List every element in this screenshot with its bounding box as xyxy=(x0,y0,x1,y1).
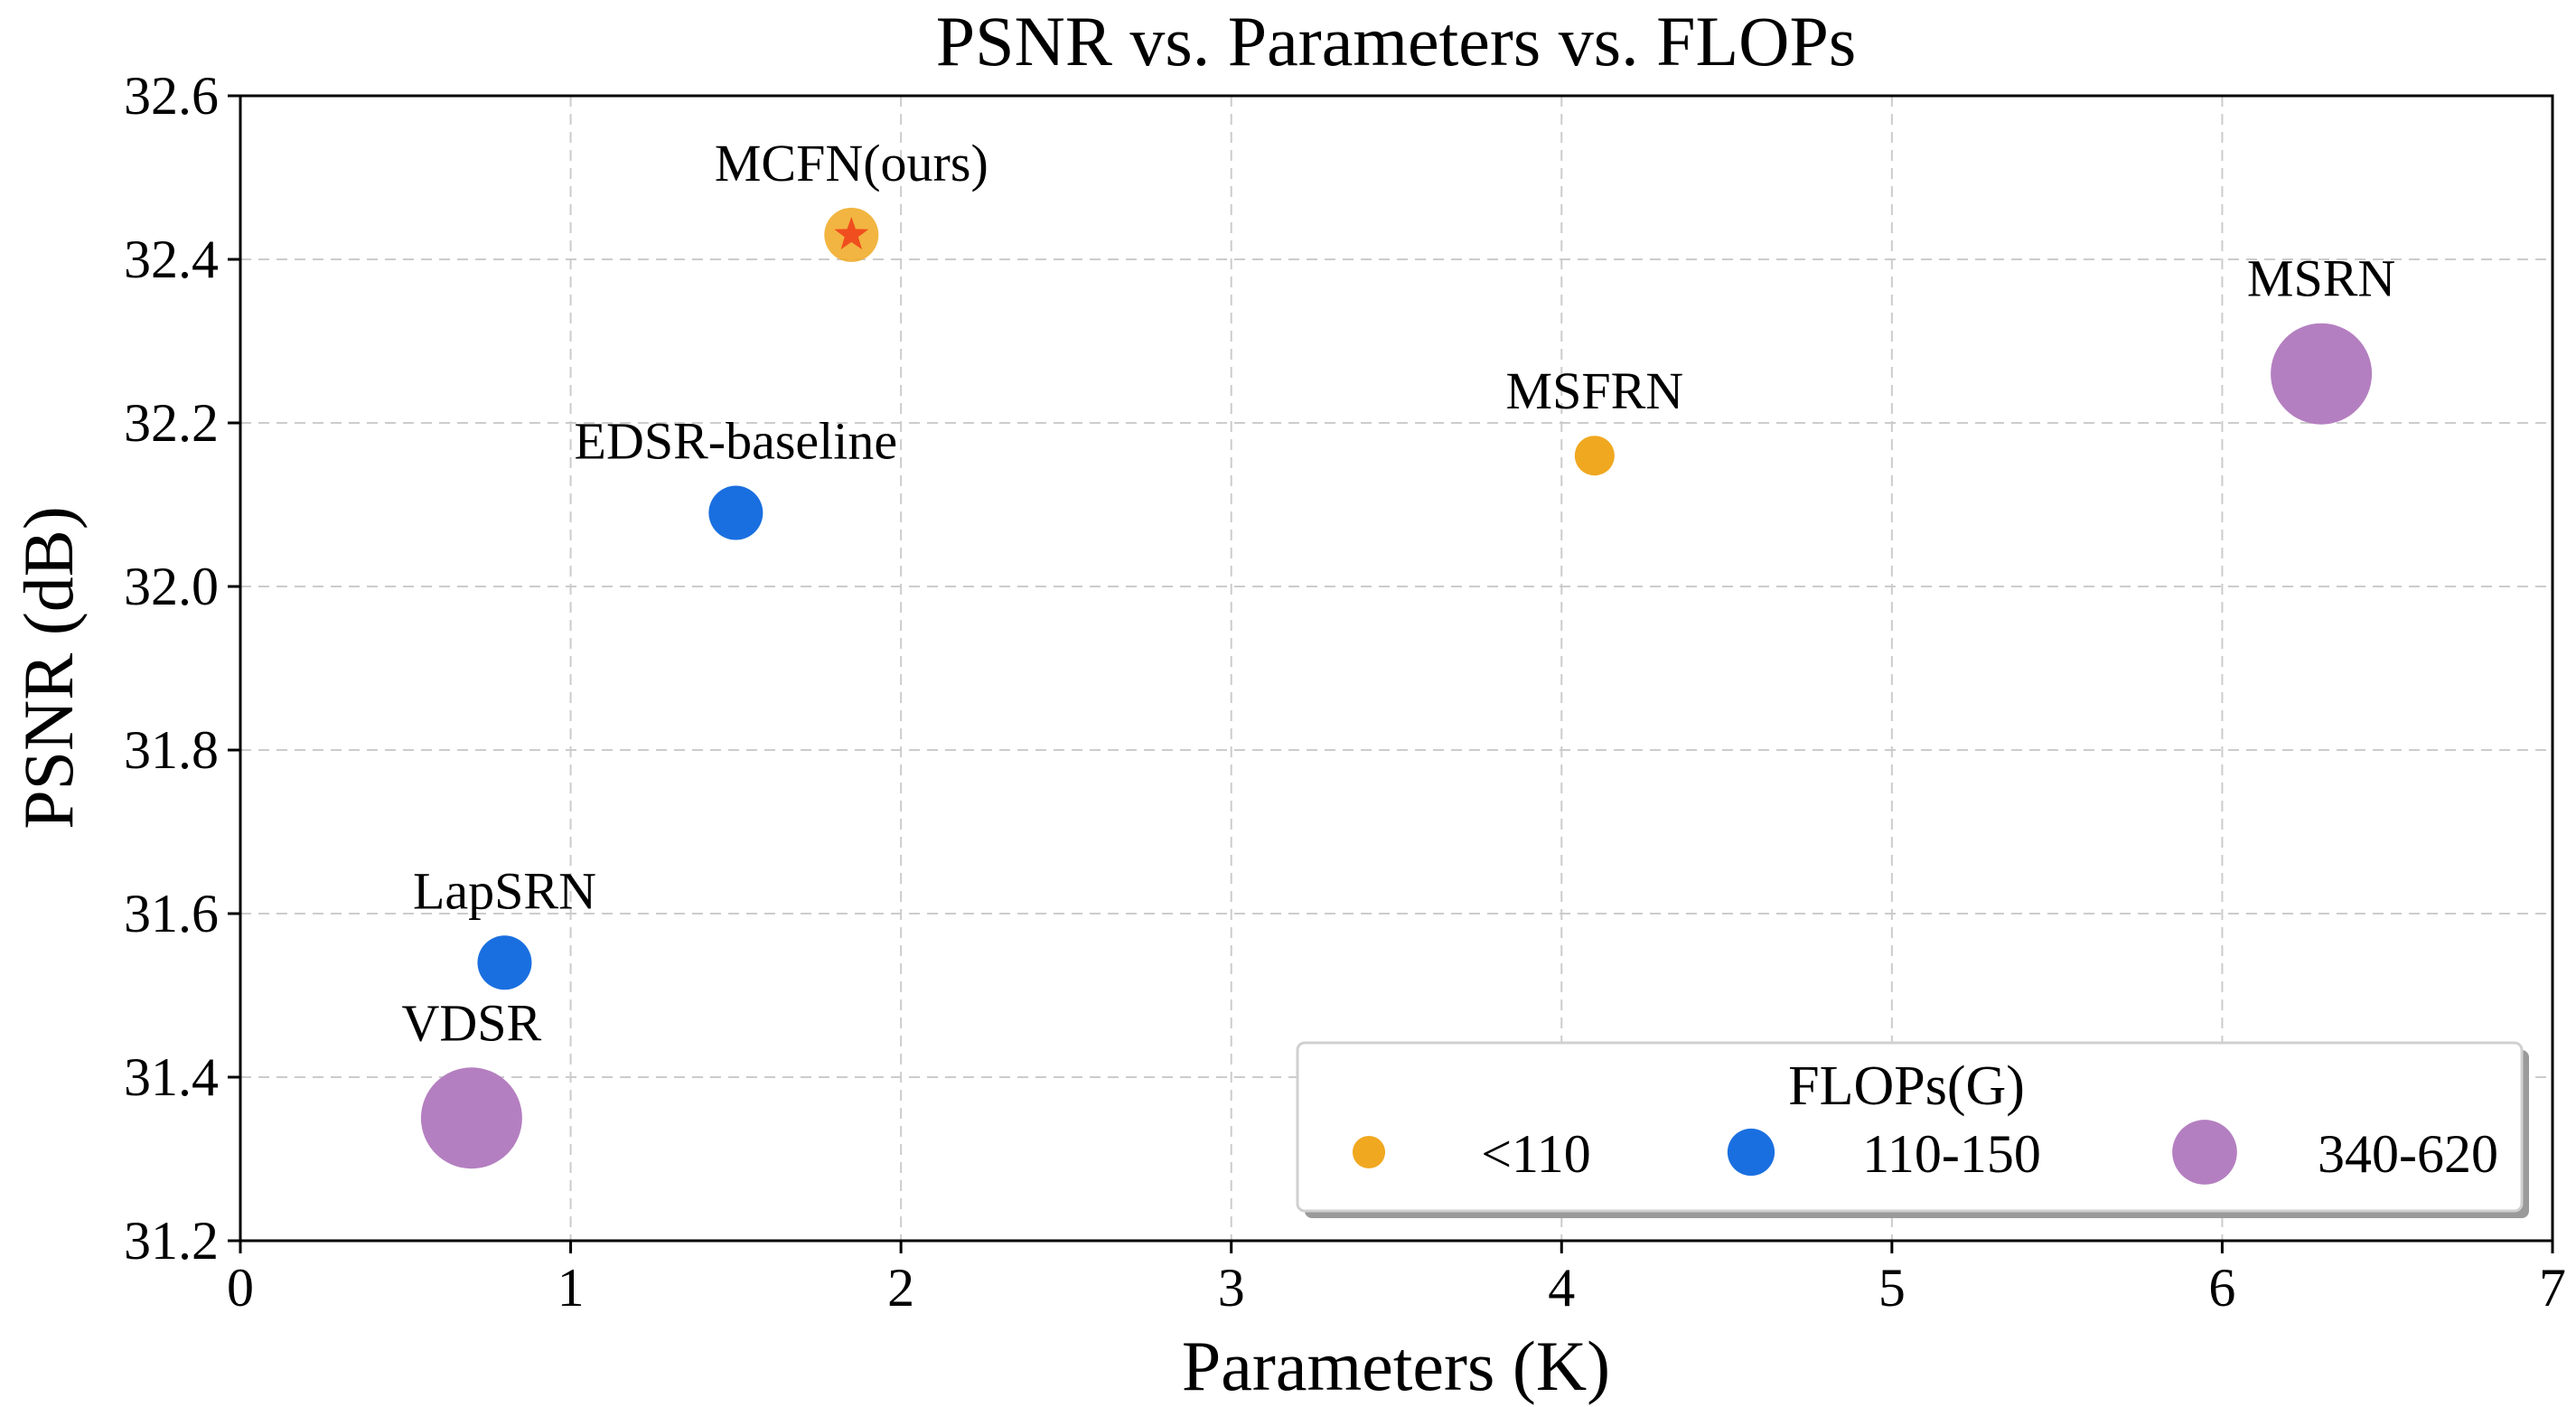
point-lapsrn xyxy=(477,935,532,990)
x-tick-label: 6 xyxy=(2208,1258,2235,1318)
x-tick-label: 1 xyxy=(557,1258,585,1318)
y-tick-label: 31.4 xyxy=(124,1047,219,1107)
y-axis-label: PSNR (dB) xyxy=(9,506,88,830)
data-points: VDSR LapSRN EDSR-baseline MCFN(ours) MSFRN MS… xyxy=(402,134,2395,1169)
point-label-vdsr: VDSR xyxy=(402,993,542,1052)
axis-ticks: 0 1 2 3 4 5 6 7 31.2 31.4 31.6 31.8 32.0 32.2 32.4 32.6 xyxy=(124,66,2566,1318)
legend-label: 340-620 xyxy=(2318,1124,2498,1184)
y-tick-label: 32.0 xyxy=(124,557,219,616)
legend-label: 110-150 xyxy=(1862,1124,2041,1184)
point-label-msrn: MSRN xyxy=(2247,249,2395,308)
y-tick-label: 31.8 xyxy=(124,720,219,780)
legend-title: FLOPs(G) xyxy=(1788,1055,2025,1117)
chart-title: PSNR vs. Parameters vs. FLOPs xyxy=(936,2,1856,80)
x-tick-label: 4 xyxy=(1548,1258,1575,1318)
x-tick-label: 3 xyxy=(1218,1258,1245,1318)
y-tick-label: 31.6 xyxy=(124,884,219,943)
x-tick-label: 2 xyxy=(887,1258,914,1318)
point-label-edsr-baseline: EDSR-baseline xyxy=(575,412,898,471)
legend-marker xyxy=(1727,1128,1775,1177)
star-icon xyxy=(834,216,869,249)
y-tick-label: 31.2 xyxy=(124,1211,219,1271)
legend-marker xyxy=(1352,1135,1386,1169)
point-msrn xyxy=(2271,323,2373,425)
legend-entries: <110 110-150 340-620 xyxy=(1352,1120,2498,1185)
point-label-msfrn: MSFRN xyxy=(1506,361,1684,420)
point-label-lapsrn: LapSRN xyxy=(413,861,596,920)
y-tick-label: 32.2 xyxy=(124,393,219,453)
legend: FLOPs(G) <110 110-150 340-620 xyxy=(1296,1041,2529,1218)
point-msfrn xyxy=(1574,436,1615,476)
x-tick-label: 5 xyxy=(1878,1258,1906,1318)
grid-lines xyxy=(240,96,2553,1241)
plot-frame xyxy=(239,94,2554,1243)
y-tick-label: 32.4 xyxy=(124,230,219,289)
legend-marker xyxy=(2172,1120,2237,1185)
x-tick-label: 0 xyxy=(227,1258,254,1318)
x-axis-label: Parameters (K) xyxy=(1182,1327,1610,1405)
point-edsr-baseline xyxy=(708,485,763,540)
legend-label: <110 xyxy=(1481,1124,1591,1184)
x-tick-label: 7 xyxy=(2539,1258,2566,1318)
y-tick-label: 32.6 xyxy=(124,66,219,126)
point-vdsr xyxy=(420,1067,522,1169)
point-label-mcfn-ours: MCFN(ours) xyxy=(715,134,988,192)
